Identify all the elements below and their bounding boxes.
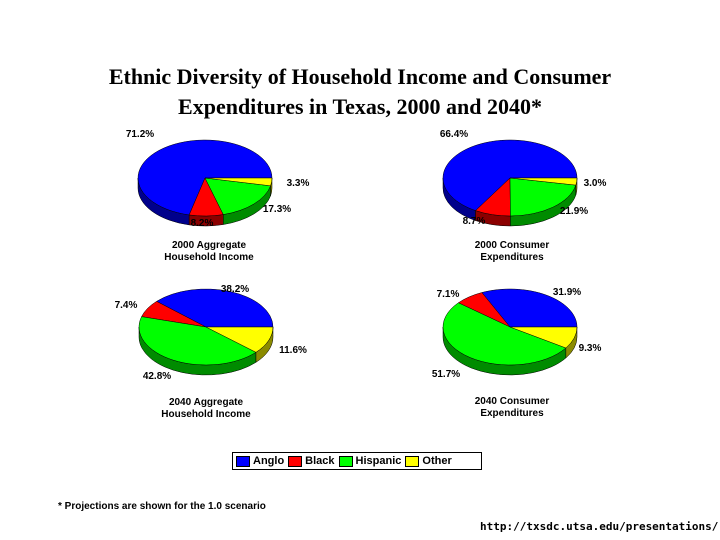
data-label-other: 9.3% (579, 343, 602, 354)
pie-caption-line-2: Household Income (164, 252, 254, 263)
pie-slice-hispanic (509, 177, 577, 217)
source-url: http://txsdc.utsa.edu/presentations/ (480, 520, 719, 533)
legend-item-anglo: Anglo (236, 455, 284, 467)
pie-chart-2: 66.4% 8.7% 21.9% 3.0% 2000 ConsumerExpenditu… (440, 129, 607, 263)
pie-slice-hispanic (442, 302, 567, 366)
title-line-1: Ethnic Diversity of Household Income and… (108, 64, 612, 89)
legend-label-anglo: Anglo (253, 455, 285, 467)
pie-slice-anglo (481, 288, 578, 328)
pie-caption-line-1: 2000 Consumer (475, 240, 550, 251)
pie-chart-4: 31.9% 7.1% 51.7% 9.3% 2040 ConsumerExpenditu… (432, 287, 602, 419)
data-label-anglo: 31.9% (553, 287, 581, 298)
pie-slice-other (509, 177, 578, 186)
data-label-black: 8.7% (463, 216, 486, 227)
pie-caption-line-1: 2000 Aggregate (172, 240, 247, 251)
data-label-hispanic: 51.7% (432, 369, 460, 380)
pie-slice-anglo (442, 139, 578, 211)
legend-swatch-hispanic (338, 455, 353, 467)
legend-item-hispanic: Hispanic (338, 455, 402, 467)
data-label-other: 11.6% (279, 345, 307, 356)
data-label-hispanic: 21.9% (560, 206, 588, 217)
pie-slice-other (205, 326, 274, 353)
legend-label-hispanic: Hispanic (355, 455, 402, 467)
data-label-black: 7.1% (437, 289, 460, 300)
pie-chart-3: 38.2% 7.4% 42.8% 11.6% 2040 AggregateHouseho… (115, 284, 307, 420)
legend-swatch-anglo (236, 455, 250, 467)
pie-caption-line-2: Household Income (161, 409, 251, 420)
data-label-black: 7.4% (115, 300, 138, 311)
legend-item-black: Black (288, 455, 335, 467)
pie-slice-other (509, 326, 578, 349)
legend-item-other: Other (405, 455, 452, 467)
pie-slice-hispanic (138, 316, 257, 366)
pie-caption-line-1: 2040 Aggregate (169, 397, 244, 408)
legend-swatch-other (405, 455, 420, 467)
title-line-2: Expenditures in Texas, 2000 and 2040* (178, 94, 542, 119)
pie-caption-line-2: Expenditures (480, 252, 544, 263)
data-label-hispanic: 17.3% (263, 204, 291, 215)
data-label-other: 3.0% (584, 178, 607, 189)
chart-title: Ethnic Diversity of Household Income and… (0, 62, 720, 122)
pie-slice-hispanic (204, 177, 271, 215)
data-label-black: 8.2% (191, 218, 214, 229)
footnote: * Projections are shown for the 1.0 scen… (58, 501, 266, 512)
legend: Anglo Black Hispanic Other (232, 452, 482, 470)
data-label-anglo: 71.2% (126, 129, 154, 140)
pie-chart-1: 71.2% 8.2% 17.3% 3.3% 2000 AggregateHousehol… (126, 129, 310, 263)
data-label-other: 3.3% (287, 178, 310, 189)
legend-label-other: Other (422, 455, 452, 467)
legend-swatch-black (288, 455, 303, 467)
pie-slice-anglo (156, 288, 274, 328)
data-label-anglo: 38.2% (221, 284, 249, 295)
pie-caption-line-1: 2040 Consumer (475, 396, 550, 407)
pie-caption-line-2: Expenditures (480, 408, 544, 419)
data-label-anglo: 66.4% (440, 129, 468, 140)
legend-label-black: Black (305, 455, 335, 467)
data-label-hispanic: 42.8% (143, 371, 171, 382)
pie-slice-other (204, 177, 273, 187)
